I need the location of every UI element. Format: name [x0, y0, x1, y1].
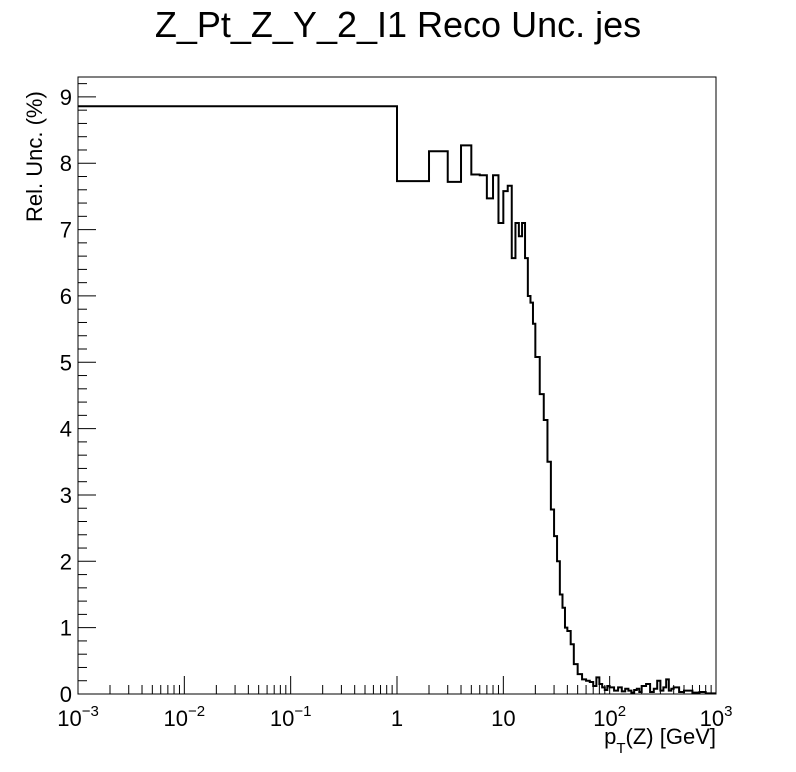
- y-tick-label: 6: [60, 284, 72, 309]
- x-tick-label: 10−1: [270, 703, 312, 731]
- x-tick-label: 10−3: [57, 703, 99, 731]
- y-tick-label: 3: [60, 483, 72, 508]
- y-tick-label: 1: [60, 616, 72, 641]
- x-axis-label-main: p: [604, 724, 616, 749]
- y-tick-label: 4: [60, 417, 72, 442]
- x-axis-label-rest: (Z) [GeV]: [626, 724, 716, 749]
- x-tick-label: 1: [391, 706, 403, 731]
- x-axis-label-subscript: T: [616, 740, 625, 757]
- y-tick-label: 7: [60, 218, 72, 243]
- chart-title: Z_Pt_Z_Y_2_I1 Reco Unc. jes: [155, 4, 641, 45]
- y-axis-label: Rel. Unc. (%): [22, 91, 47, 222]
- x-tick-label: 10: [491, 706, 515, 731]
- y-tick-label: 9: [60, 85, 72, 110]
- y-tick-label: 0: [60, 682, 72, 707]
- axes: 0 1 2 3 4 5 6 7 8 9 10−3 10−2 10−1 1 10 102 103: [57, 83, 733, 731]
- x-axis-label: pT(Z) [GeV]: [604, 724, 716, 757]
- y-tick-label: 8: [60, 151, 72, 176]
- x-tick-label: 102: [593, 703, 626, 731]
- y-tick-label: 2: [60, 549, 72, 574]
- series-line: [78, 105, 716, 695]
- x-tick-label: 10−2: [164, 703, 206, 731]
- x-tick-label: 103: [700, 703, 733, 731]
- y-tick-label: 5: [60, 350, 72, 375]
